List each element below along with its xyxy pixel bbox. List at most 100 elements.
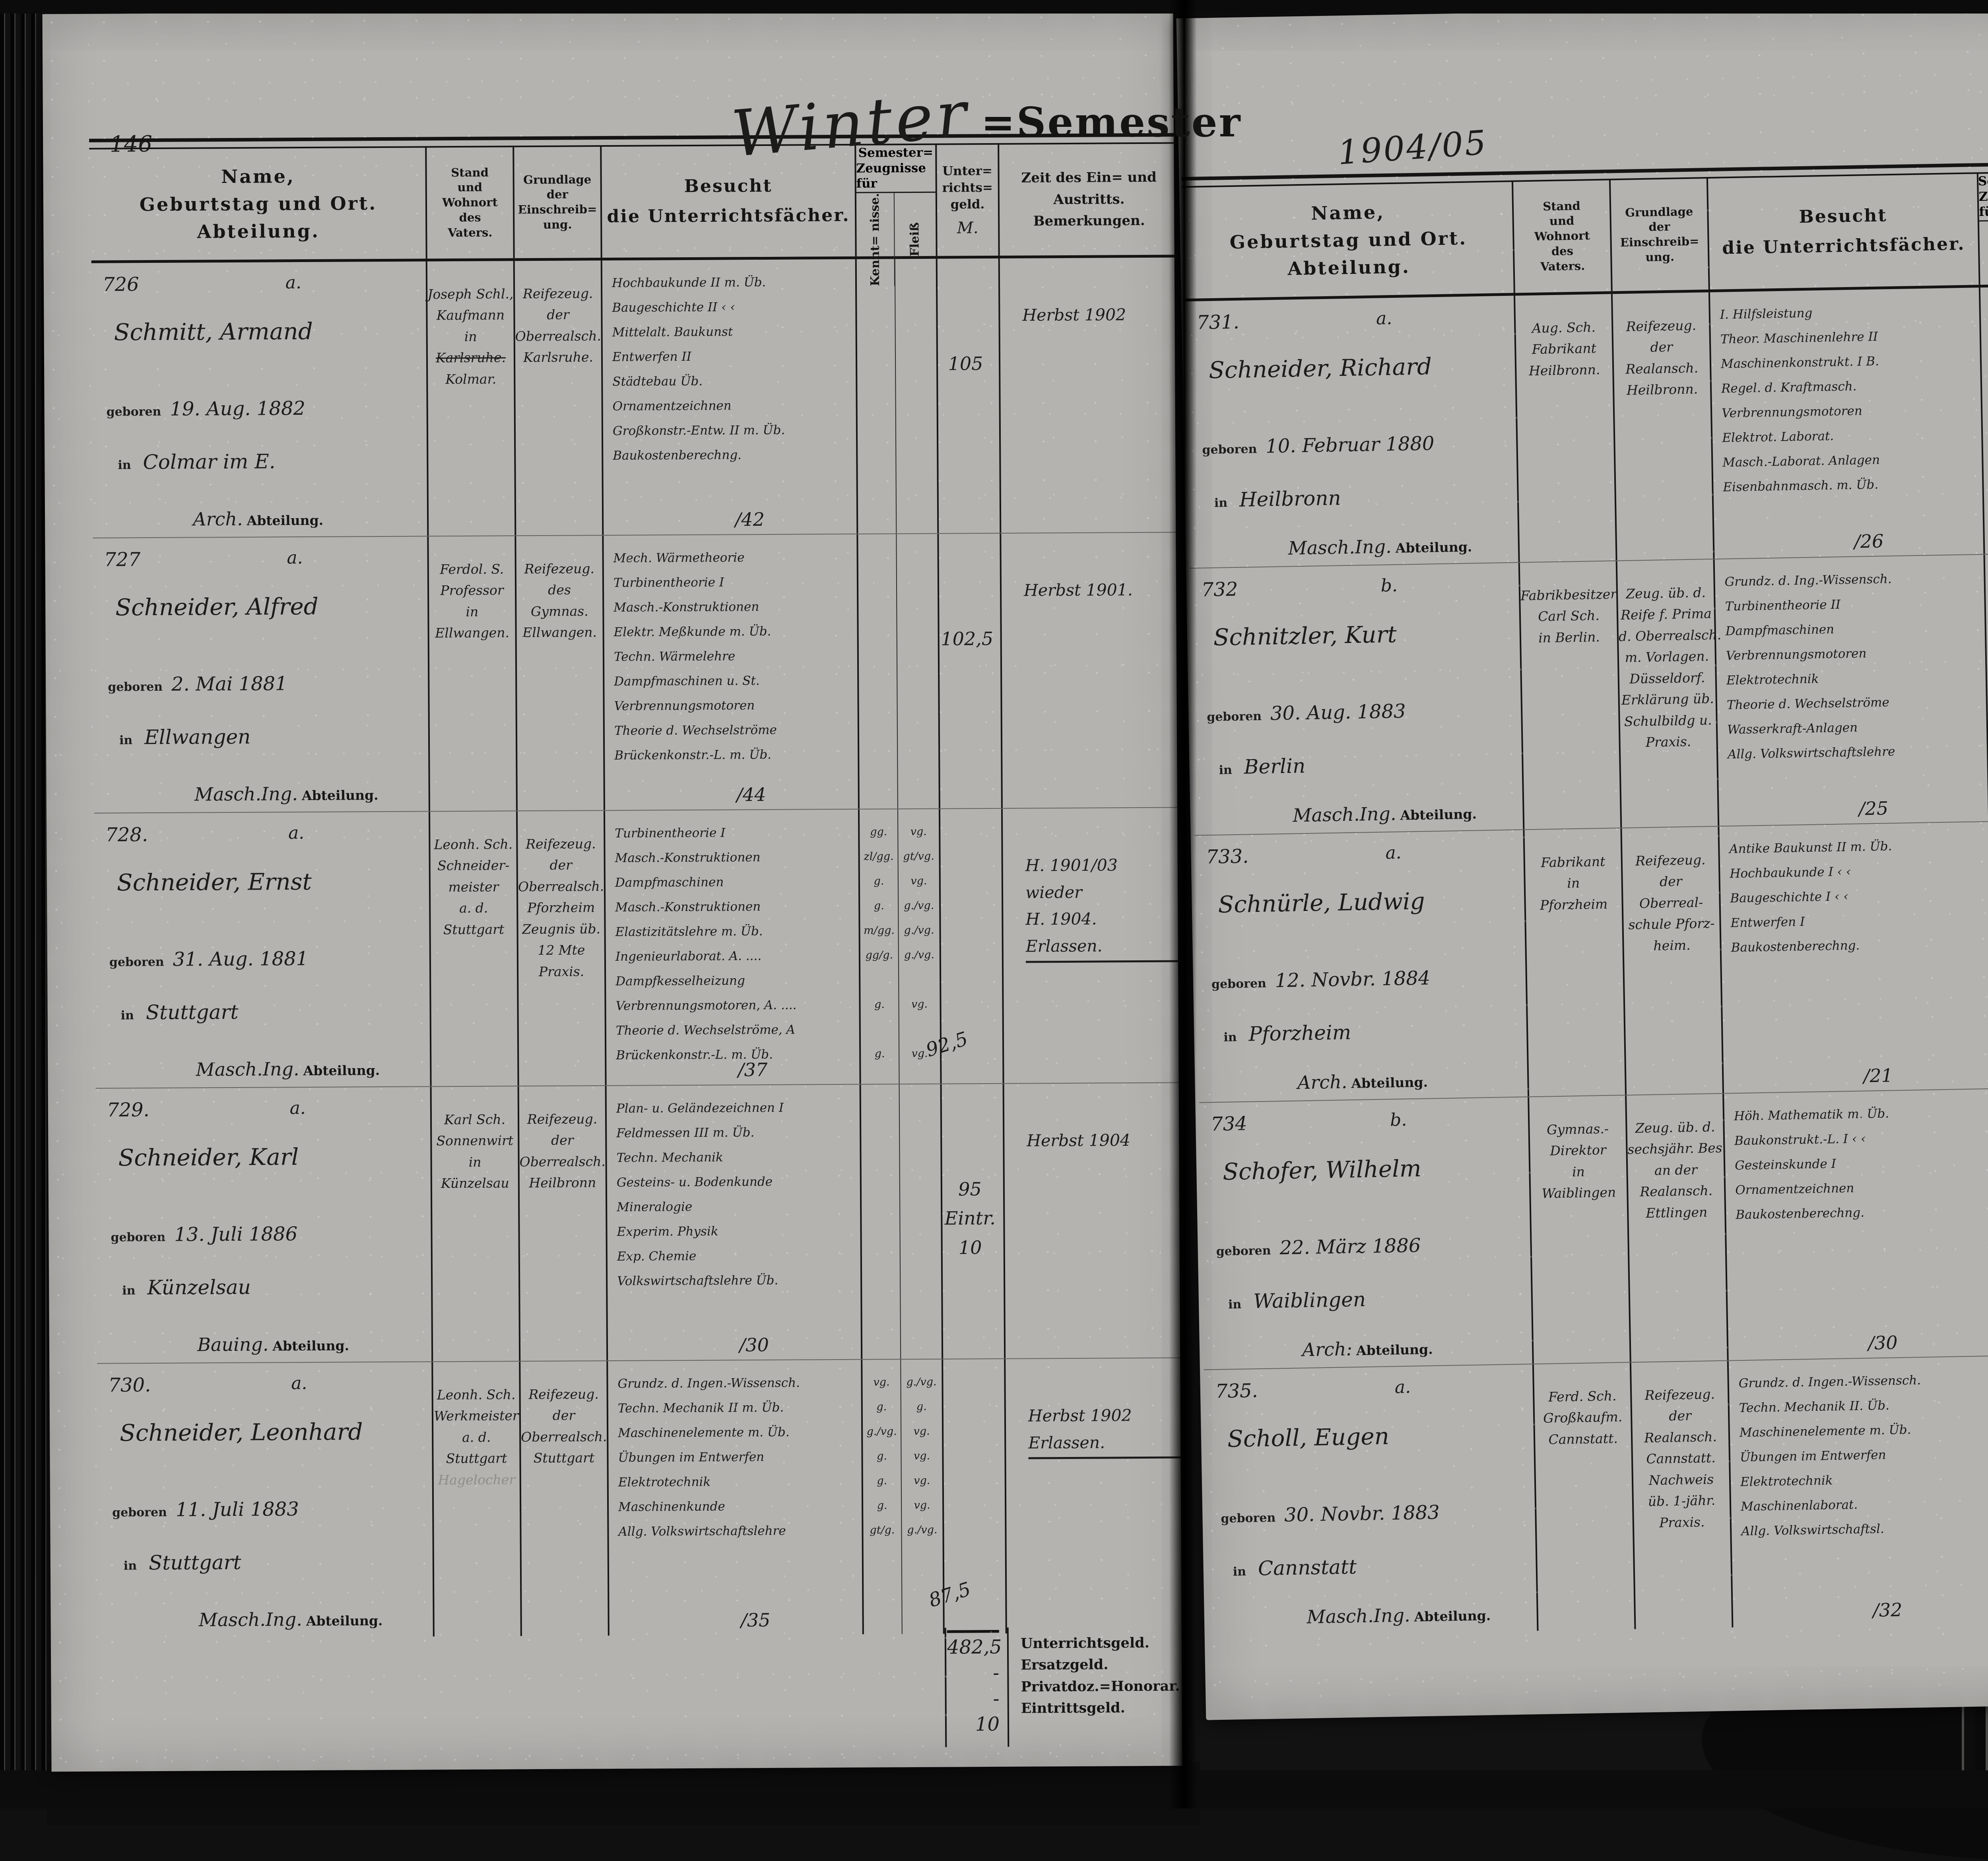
- subjects-hours-sum: /35: [741, 1609, 770, 1631]
- scanned-register-book: 146 Name,Geburtstag und Ort.Abteilung.St…: [0, 0, 1988, 1809]
- abteilung-label: Abteilung.: [1400, 806, 1477, 823]
- total-label: Privatdoz.=Honorar.: [1021, 1675, 1180, 1698]
- basis-line: Ellwangen.: [516, 622, 602, 643]
- remark-line: H. 1901/03: [1025, 851, 1182, 879]
- fee-stack: 102,5: [940, 624, 995, 654]
- basis-line: der: [515, 304, 601, 326]
- kenntnisse-grade: g.: [860, 992, 898, 1017]
- kenntnisse-grade: g.: [860, 869, 898, 894]
- header-line: Wohnort: [1534, 228, 1590, 244]
- header-line: und: [1549, 214, 1574, 229]
- fleiss-grade: [897, 569, 938, 594]
- remark-line: Herbst 1904: [1027, 1127, 1183, 1154]
- kenntnisse-grade: [1983, 445, 1988, 470]
- total-value: 10: [947, 1711, 1000, 1737]
- entry-kenntnisse-cell: gg.zl/gg.g.g.m/gg.gg/g. g. g.: [860, 809, 900, 1084]
- fee-stack: 105: [938, 349, 993, 379]
- subject-line: Großkonstr.-Entw. II m. Üb.: [613, 418, 853, 443]
- entry-geld-cell: 105: [938, 258, 1002, 533]
- header-line: Austritts.: [1053, 188, 1124, 210]
- kenntnisse-grade: [1986, 614, 1988, 639]
- fleiss-grade: vg.: [901, 1419, 942, 1444]
- totals-left-rule: [945, 1628, 947, 1747]
- father-line: a. d.: [431, 897, 516, 919]
- basis-line: d. Oberrealsch.: [1618, 624, 1714, 647]
- basis-line: Düsseldorf.: [1619, 667, 1715, 690]
- book-edge-top: [0, 0, 1988, 14]
- in-label: in: [119, 733, 132, 747]
- header-geld-col: Unter=richts=geld.M.: [937, 144, 1000, 256]
- entry-birthplace: Künzelsau: [147, 1276, 251, 1299]
- entry-abteilung: Arch:: [1302, 1338, 1352, 1360]
- subject-line: Exp. Chemie: [617, 1243, 857, 1269]
- father-line: Direktor: [1530, 1139, 1626, 1162]
- kenntnisse-grade: [1986, 589, 1988, 614]
- in-label: in: [1214, 496, 1228, 510]
- father-line: Kaufmann: [427, 305, 513, 326]
- entry-birthplace: Cannstatt: [1258, 1555, 1357, 1580]
- subject-line: Dampfmaschinen: [1725, 614, 1982, 643]
- father-line: in: [428, 326, 514, 348]
- header-line: Grundlage: [1625, 204, 1693, 220]
- fleiss-grade: vg.: [901, 1444, 942, 1469]
- header-line: Geburtstag und Ort.: [140, 190, 377, 218]
- header-name-col: Name,Geburtstag und Ort.Abteilung.: [1183, 182, 1515, 299]
- kenntnisse-grade: [857, 269, 895, 294]
- entry-abteilung-line: Masch.Ing.Abteilung.: [196, 1058, 380, 1080]
- entry-abteilung-line: Masch.Ing.Abteilung.: [194, 783, 379, 805]
- fleiss-grade: [897, 618, 938, 643]
- entry-abteilung: Arch.: [1297, 1071, 1347, 1093]
- header-line: Geburtstag und Ort.: [1229, 224, 1468, 256]
- entry-name: Schofer, Wilhelm: [1223, 1155, 1422, 1185]
- basis-line: Reifezeug.: [516, 558, 602, 580]
- fleiss-grade: [900, 1095, 940, 1120]
- geboren-label: geboren: [112, 1506, 167, 1520]
- basis-line: sechsjähr. Bes.: [1627, 1137, 1724, 1160]
- subject-line: Maschinenkunde: [618, 1494, 858, 1519]
- subject-line: Verbrennungsmotoren: [1726, 639, 1982, 668]
- header-line: Vaters.: [1540, 258, 1585, 274]
- father-line: Fabrikbesitzer: [1520, 583, 1617, 606]
- subject-line: Baukostenberechng.: [1731, 931, 1987, 960]
- entry-abteilung-line: Masch.Ing.Abteilung.: [1307, 1603, 1491, 1628]
- kenntnisse-grade: [1984, 470, 1988, 495]
- kenntnisse-grade: g.: [863, 1444, 901, 1469]
- father-line: Stuttgart: [433, 1448, 519, 1470]
- total-label: Ersatzgeld.: [1021, 1654, 1180, 1676]
- subject-line: Elektrotechnik: [1726, 664, 1982, 693]
- kenntnisse-grade: gg.: [860, 820, 897, 844]
- basis-line: Nachweis: [1633, 1468, 1730, 1491]
- subject-line: Baukostenberechng.: [1736, 1198, 1988, 1227]
- header-line: Grundlage: [523, 172, 591, 188]
- entry-number: 729.: [107, 1099, 149, 1121]
- father-line: a. d.: [433, 1426, 519, 1448]
- subject-line: Gesteins- u. Bodenkunde: [617, 1169, 857, 1195]
- in-label: in: [118, 458, 131, 472]
- header-line: Abteilung.: [1287, 253, 1411, 282]
- father-line: Heilbronn.: [1516, 359, 1613, 382]
- geboren-label: geboren: [109, 955, 164, 969]
- subjects-hours-sum: /30: [740, 1334, 769, 1356]
- header-line: ung.: [543, 217, 572, 232]
- subject-line: Übungen im Entwerfen: [618, 1444, 858, 1470]
- header-line: Abteilung.: [197, 217, 320, 245]
- basis-line: Oberrealsch.: [521, 1426, 607, 1448]
- abteilung-label: Abteilung.: [302, 787, 379, 803]
- basis-line: des: [516, 579, 602, 601]
